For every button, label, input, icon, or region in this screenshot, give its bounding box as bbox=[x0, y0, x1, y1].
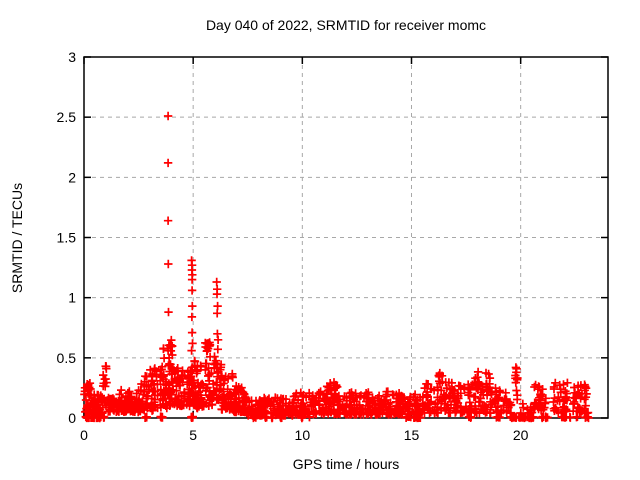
x-tick-label: 10 bbox=[295, 427, 311, 443]
y-tick-label: 3 bbox=[68, 49, 76, 65]
x-tick-label: 15 bbox=[404, 427, 420, 443]
y-tick-label: 2.5 bbox=[57, 109, 77, 125]
y-tick-label: 1 bbox=[68, 290, 76, 306]
y-axis-label: SRMTID / TECUs bbox=[9, 183, 25, 293]
y-tick-label: 0 bbox=[68, 410, 76, 426]
tick-labels: 0 5 10 15 20 0 0.5 1 1.5 2 2.5 3 bbox=[57, 49, 529, 443]
x-axis-label: GPS time / hours bbox=[293, 456, 400, 472]
y-tick-label: 2 bbox=[68, 169, 76, 185]
x-tick-label: 0 bbox=[80, 427, 88, 443]
x-tick-label: 5 bbox=[189, 427, 197, 443]
y-tick-label: 0.5 bbox=[57, 350, 77, 366]
outlier-points bbox=[163, 111, 521, 383]
x-tick-label: 20 bbox=[513, 427, 529, 443]
chart-title: Day 040 of 2022, SRMTID for receiver mom… bbox=[206, 17, 486, 33]
y-tick-label: 1.5 bbox=[57, 230, 77, 246]
